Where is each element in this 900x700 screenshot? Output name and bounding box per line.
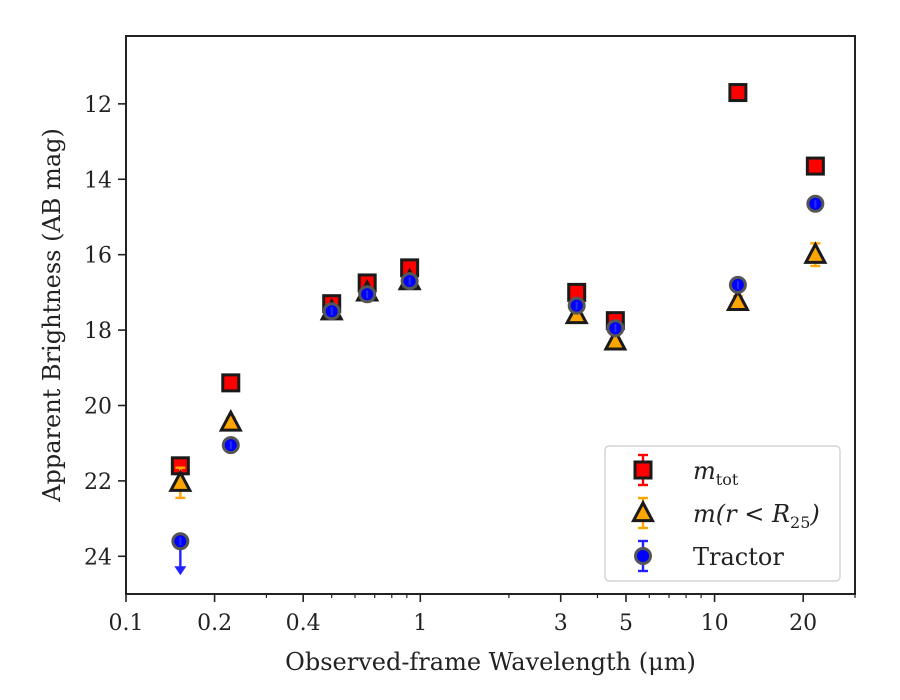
y-tick-label: 14	[84, 168, 112, 193]
upper-limit-arrow	[174, 566, 187, 576]
x-tick-label: 3	[554, 611, 568, 636]
series-tractor	[171, 194, 825, 576]
legend: mtot m(r < R25) Tractor	[604, 445, 841, 582]
data-point-mtot	[728, 83, 748, 103]
data-point-mr25	[725, 288, 750, 311]
legend-marker-mr25	[631, 499, 655, 523]
y-axis: 12 14 16 18 20 22 24	[84, 93, 126, 570]
data-marks	[168, 83, 828, 576]
data-point-mr25	[603, 327, 628, 351]
y-tick-label: 22	[84, 470, 112, 495]
data-point-mr25	[218, 409, 243, 432]
x-tick-label: 20	[789, 611, 817, 636]
legend-marker-mtot	[633, 460, 653, 480]
y-tick-label: 12	[84, 93, 112, 118]
plot-frame	[125, 35, 856, 595]
y-tick-label: 18	[84, 319, 112, 344]
legend-label-tractor: Tractor	[693, 543, 784, 571]
legend-entry-tractor: Tractor	[634, 539, 784, 573]
series-mtot	[170, 83, 825, 476]
legend-box	[604, 445, 841, 582]
x-tick-label: 10	[701, 611, 729, 636]
y-axis-title: Apparent Brightness (AB mag)	[38, 128, 66, 503]
x-tick-label: 0.4	[286, 611, 321, 636]
x-tick-label: 5	[619, 611, 633, 636]
data-point-mr25	[803, 241, 828, 264]
x-tick-label: 0.1	[109, 611, 144, 636]
x-axis-title: Observed-frame Wavelength (μm)	[285, 648, 696, 676]
legend-marker-tractor	[634, 547, 652, 565]
y-tick-label: 24	[84, 545, 112, 570]
legend-label-mr25: m(r < R25)	[693, 500, 820, 532]
x-axis: 0.1 0.2 0.4 1 3 5 10 20	[109, 594, 856, 636]
legend-entry-mr25: m(r < R25)	[631, 496, 820, 532]
y-tick-label: 20	[84, 394, 112, 419]
x-tick-label: 1	[413, 611, 427, 636]
data-point-mr25	[168, 469, 193, 492]
y-tick-label: 16	[84, 244, 112, 269]
legend-entry-mtot: mtot	[633, 453, 739, 489]
legend-label-mtot: mtot	[693, 457, 739, 489]
x-tick-label: 0.2	[197, 611, 232, 636]
data-point-mtot	[805, 156, 825, 176]
data-point-mtot	[221, 373, 241, 393]
